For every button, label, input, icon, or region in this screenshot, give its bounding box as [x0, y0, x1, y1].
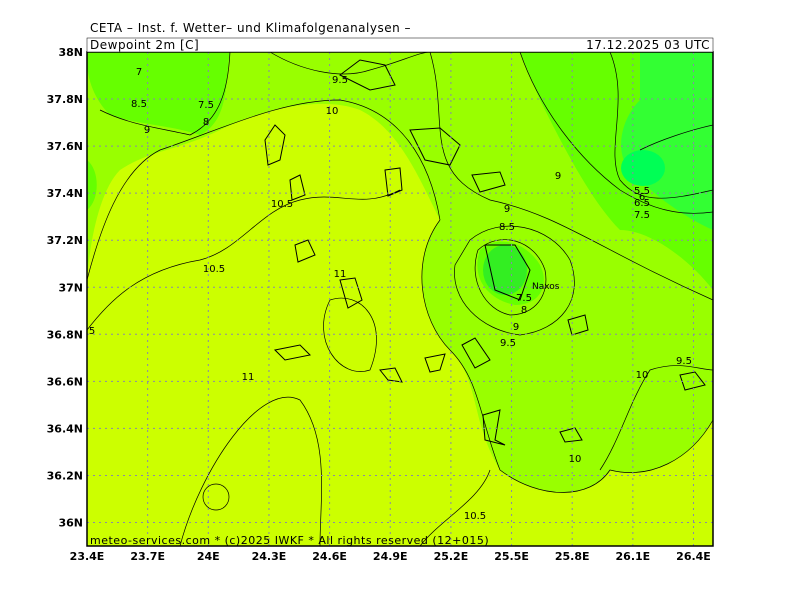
title: CETA – Inst. f. Wetter– und Klimafolgena…: [90, 21, 411, 35]
lat-label: 37.2N: [47, 234, 83, 247]
contour-label: 11: [334, 269, 347, 280]
field-min-ne: [621, 150, 665, 186]
lon-label: 26.4E: [676, 550, 711, 563]
lat-label: 37N: [58, 281, 83, 294]
lat-label: 36.4N: [47, 422, 83, 435]
contour-label: 9.5: [676, 356, 692, 367]
lat-label: 37.4N: [47, 187, 83, 200]
lon-label: 25.5E: [494, 550, 529, 563]
lon-label: 25.8E: [555, 550, 590, 563]
contour-label: 9.5: [332, 75, 348, 86]
lon-label: 23.7E: [130, 550, 165, 563]
field-patch-w: [87, 160, 97, 210]
coastlines: [264, 59, 706, 446]
subtitle: Dewpoint 2m [C]: [90, 38, 199, 52]
lon-label: 26.1E: [616, 550, 651, 563]
contour-label: 11: [242, 372, 255, 383]
contour-label: 7.5: [634, 210, 650, 221]
contour-label: 8: [521, 305, 527, 316]
contour-label: 7.5: [516, 293, 532, 304]
contour-label: 7: [136, 67, 142, 78]
contour-label: 5.5: [634, 186, 650, 197]
lon-label: 24E: [197, 550, 220, 563]
lon-label: 24.3E: [252, 550, 287, 563]
lat-label: 37.6N: [47, 140, 83, 153]
lat-label: 36.2N: [47, 469, 83, 482]
lon-label: 24.6E: [312, 550, 347, 563]
contour-label: 9: [144, 125, 150, 136]
field-band: [87, 52, 713, 493]
field-core-ne: [621, 52, 713, 230]
contour-label: 9: [504, 204, 510, 215]
contour-label: 6: [639, 192, 645, 203]
contour-label: 8.5: [499, 222, 515, 233]
lon-label: 25.2E: [434, 550, 469, 563]
contour-label: 10: [326, 106, 339, 117]
contour-label: 10: [569, 454, 582, 465]
timestamp: 17.12.2025 03 UTC: [586, 38, 710, 52]
field-patch-nw: [87, 52, 230, 135]
contour-label: 10: [636, 370, 649, 381]
lat-label: 36.6N: [47, 375, 83, 388]
contour-label: 7.5: [198, 100, 214, 111]
contour-label: 10.5: [271, 199, 293, 210]
footer: meteo-services.com * (c)2025 IWKF * All …: [90, 534, 489, 547]
place-label: Naxos: [532, 282, 560, 292]
lat-label: 36.8N: [47, 328, 83, 341]
lon-label: 23.4E: [70, 550, 105, 563]
lon-label: 24.9E: [373, 550, 408, 563]
isolines: [86, 51, 714, 547]
contour-label: 10.5: [203, 264, 225, 275]
contour-label: 6.5: [634, 198, 650, 209]
header-bar: [86, 37, 714, 53]
contour-label: 8: [203, 117, 209, 128]
lat-label: 38N: [58, 46, 83, 59]
lat-label: 37.8N: [47, 93, 83, 106]
lat-label: 36N: [58, 517, 83, 530]
contour-label: 10.5: [464, 511, 486, 522]
contour-label: 5: [89, 326, 95, 337]
contour-label: 9: [555, 171, 561, 182]
contour-label: 9.5: [500, 338, 516, 349]
contour-label: 8.5: [131, 99, 147, 110]
contour-label: 9: [513, 322, 519, 333]
field-min-naxos: [483, 245, 527, 295]
